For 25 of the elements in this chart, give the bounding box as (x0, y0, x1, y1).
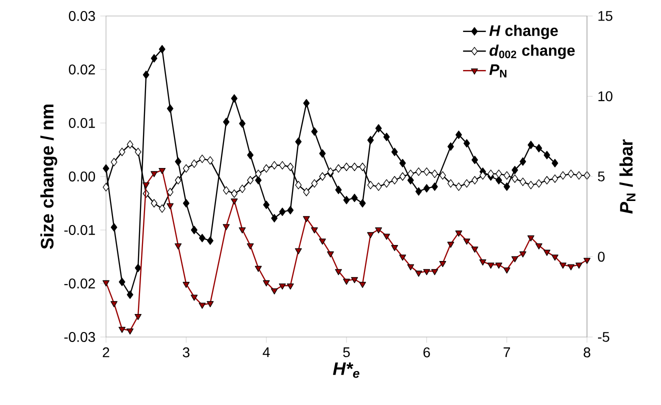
x-tick-label: 6 (423, 347, 430, 358)
y2-axis-title: P$_{N}$ / kbar (619, 139, 636, 214)
y2-tick-label: -5 (598, 332, 610, 342)
y-tick-label: 0.00 (68, 172, 96, 182)
legend-label: P$_{N}$ (489, 64, 506, 78)
legend-label: d$_{002}$ change (490, 44, 575, 59)
y-tick-label: 0.02 (68, 64, 95, 74)
x-tick-label: 5 (343, 347, 350, 358)
y-tick-label: -0.02 (64, 278, 95, 288)
x-tick-label: 4 (262, 347, 270, 358)
y-tick-label: -0.01 (64, 225, 95, 235)
y2-tick-label: 15 (598, 11, 612, 21)
y-axis-title: Size change / nm (40, 104, 58, 249)
legend-label: H change (489, 24, 558, 40)
x-tick-label: 3 (182, 347, 190, 358)
y-tick-label: 0.01 (68, 118, 95, 128)
y-tick-label: 0.03 (68, 11, 95, 21)
y2-tick-label: 0 (598, 252, 605, 262)
y2-tick-label: 10 (598, 91, 612, 102)
y-tick-label: -0.03 (64, 332, 95, 342)
y2-tick-label: 5 (598, 172, 605, 182)
x-tick-label: 2 (102, 347, 110, 358)
x-axis-title: H*$_{e}$ (332, 362, 360, 378)
x-tick-label: 8 (584, 347, 590, 358)
x-tick-label: 7 (504, 347, 510, 358)
